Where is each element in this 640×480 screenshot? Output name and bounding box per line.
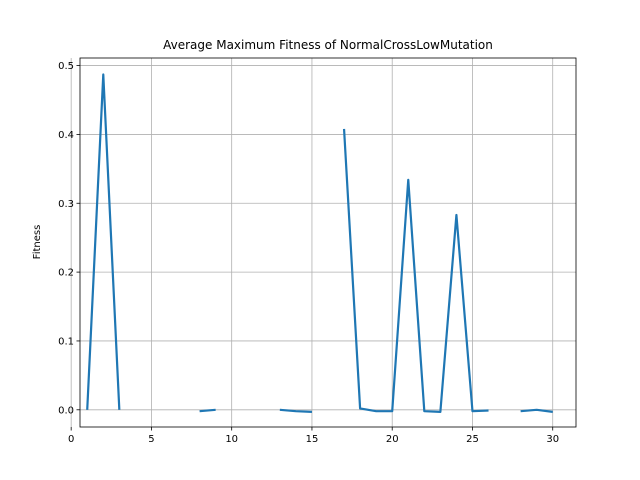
y-tick-label: 0.5 [58, 61, 74, 72]
y-tick-label: 0.3 [58, 199, 74, 210]
x-tick-label: 10 [225, 434, 238, 445]
chart-title: Average Maximum Fitness of NormalCrossLo… [163, 38, 493, 52]
series-segment [86, 73, 121, 410]
series-segment [199, 408, 216, 413]
plot-frame [79, 57, 577, 428]
x-tick-label: 20 [386, 434, 399, 445]
series-line [86, 73, 553, 413]
y-tick-label: 0.4 [58, 130, 74, 141]
y-tick-label: 0.0 [58, 405, 74, 416]
grid [70, 58, 576, 427]
y-axis-label: Fitness [32, 225, 43, 260]
x-tick-label: 15 [306, 434, 319, 445]
x-tick-label: 30 [546, 434, 559, 445]
x-tick-label: 0 [68, 434, 74, 445]
series-segment [279, 408, 312, 413]
y-tick-label: 0.1 [58, 336, 74, 347]
y-axis: 0.0 0.1 0.2 0.3 0.4 0.5 [58, 61, 80, 416]
y-tick-label: 0.2 [58, 268, 74, 279]
x-tick-label: 5 [148, 434, 154, 445]
x-axis: 0 5 10 15 20 25 30 [68, 427, 559, 445]
series-segment [342, 128, 489, 413]
x-tick-label: 25 [466, 434, 479, 445]
series-segment [520, 408, 553, 413]
